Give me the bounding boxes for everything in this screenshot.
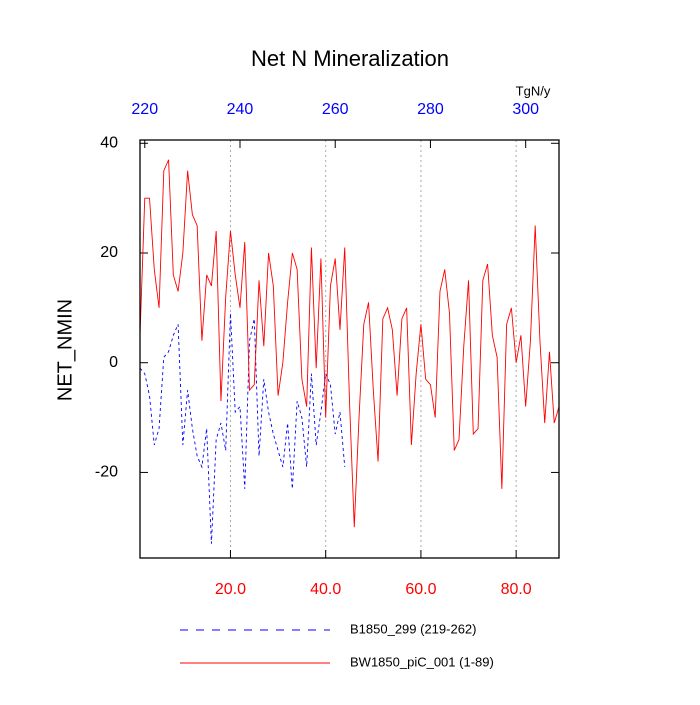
x-tick-label: 40.0	[310, 581, 341, 598]
legend-label: B1850_299 (219-262)	[350, 621, 477, 636]
x2-tick-label: 300	[512, 101, 539, 118]
plot-frame	[139, 139, 560, 559]
y-axis-label: NET_NMIN	[54, 299, 76, 401]
y-tick-label: 0	[109, 354, 118, 371]
x2-tick-label: 260	[322, 101, 349, 118]
data-line	[139, 313, 346, 544]
chart-title: Net N Mineralization	[251, 46, 449, 71]
x-tick-label: 20.0	[215, 581, 246, 598]
x2-tick-label: 240	[227, 101, 254, 118]
x-tick-label: 60.0	[405, 581, 436, 598]
y-tick-label: 40	[100, 135, 118, 152]
legend-label: BW1850_piC_001 (1-89)	[350, 654, 494, 669]
y-tick-label: 20	[100, 244, 118, 261]
data-line	[139, 159, 560, 528]
x2-tick-label: 220	[131, 101, 158, 118]
y-tick-label: -20	[95, 464, 118, 481]
x-tick-label: 80.0	[501, 581, 532, 598]
x2-axis-label: TgN/y	[516, 83, 551, 98]
x2-tick-label: 280	[417, 101, 444, 118]
